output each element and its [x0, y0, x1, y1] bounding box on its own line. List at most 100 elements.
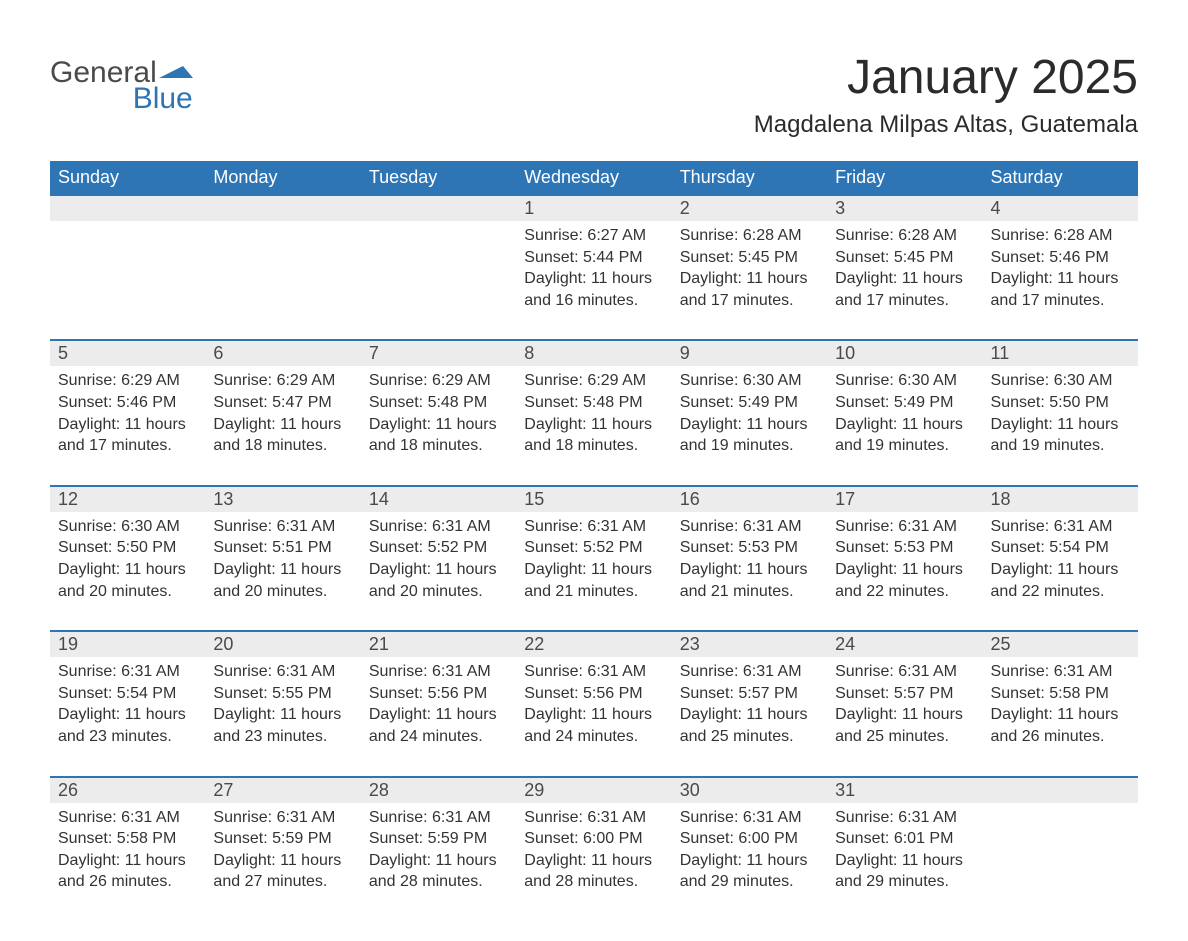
sunrise-value: 6:28 AM [898, 227, 957, 244]
daylight-hours: 11 hours [1057, 561, 1118, 578]
daylight-minutes-suffix: minutes. [111, 583, 171, 600]
day-number: 18 [991, 489, 1011, 509]
sunset-label: Sunset: [991, 685, 1045, 702]
daylight-label: Daylight: [680, 270, 742, 287]
sunrise-line: Sunrise: 6:30 AM [58, 516, 197, 538]
daylight-and: and [680, 583, 707, 600]
day-number: 21 [369, 634, 389, 654]
day-number-cell: 13 [205, 486, 360, 512]
sunrise-line: Sunrise: 6:28 AM [991, 225, 1130, 247]
daylight-hours: 11 hours [591, 416, 652, 433]
sunrise-value: 6:31 AM [432, 809, 491, 826]
daylight-label: Daylight: [835, 706, 897, 723]
day-detail-row: Sunrise: 6:31 AMSunset: 5:54 PMDaylight:… [50, 657, 1138, 776]
day-number: 26 [58, 780, 78, 800]
daylight-minutes: 22 [866, 583, 884, 600]
sunrise-label: Sunrise: [680, 227, 739, 244]
daylight-label: Daylight: [524, 852, 586, 869]
sunset-label: Sunset: [369, 685, 423, 702]
daylight-minutes: 23 [89, 728, 107, 745]
daylight-label: Daylight: [680, 706, 742, 723]
daylight-and: and [58, 583, 85, 600]
sunset-line: Sunset: 6:00 PM [524, 828, 663, 850]
weekday-header-row: Sunday Monday Tuesday Wednesday Thursday… [50, 161, 1138, 195]
sunset-label: Sunset: [991, 539, 1045, 556]
daylight-line-2: and 23 minutes. [213, 726, 352, 748]
daylight-and: and [991, 292, 1018, 309]
sunrise-line: Sunrise: 6:30 AM [835, 370, 974, 392]
daylight-line-2: and 18 minutes. [369, 435, 508, 457]
daylight-minutes: 28 [400, 873, 418, 890]
day-number: 7 [369, 343, 379, 363]
sunrise-label: Sunrise: [991, 663, 1050, 680]
day-number-cell: 17 [827, 486, 982, 512]
daylight-minutes-suffix: minutes. [111, 728, 171, 745]
sunset-value: 5:44 PM [583, 249, 643, 266]
sunrise-value: 6:31 AM [898, 809, 957, 826]
sunset-label: Sunset: [680, 685, 734, 702]
daylight-hours: 11 hours [436, 852, 497, 869]
sunset-line: Sunset: 5:49 PM [680, 392, 819, 414]
sunrise-line: Sunrise: 6:31 AM [835, 516, 974, 538]
daylight-label: Daylight: [369, 416, 431, 433]
daylight-minutes-suffix: minutes. [733, 728, 793, 745]
day-number-row: 1234 [50, 195, 1138, 221]
day-number-cell: 7 [361, 340, 516, 366]
sunrise-line: Sunrise: 6:31 AM [680, 661, 819, 683]
sunrise-label: Sunrise: [213, 663, 272, 680]
daylight-and: and [680, 873, 707, 890]
day-number-cell: 25 [983, 631, 1138, 657]
sunset-value: 5:53 PM [738, 539, 798, 556]
daylight-minutes: 21 [711, 583, 729, 600]
daylight-line-1: Daylight: 11 hours [680, 704, 819, 726]
daylight-line-2: and 29 minutes. [680, 871, 819, 893]
sunrise-label: Sunrise: [58, 372, 117, 389]
sunset-line: Sunset: 5:50 PM [991, 392, 1130, 414]
daylight-and: and [835, 583, 862, 600]
daylight-minutes-suffix: minutes. [889, 292, 949, 309]
daylight-and: and [835, 728, 862, 745]
daylight-hours: 11 hours [125, 852, 186, 869]
daylight-line-1: Daylight: 11 hours [680, 559, 819, 581]
daylight-label: Daylight: [524, 706, 586, 723]
sunset-label: Sunset: [835, 539, 889, 556]
daylight-hours: 11 hours [125, 416, 186, 433]
daylight-hours: 11 hours [902, 270, 963, 287]
sunrise-value: 6:31 AM [743, 809, 802, 826]
sunrise-value: 6:31 AM [898, 518, 957, 535]
sunrise-line: Sunrise: 6:29 AM [213, 370, 352, 392]
sunset-value: 6:00 PM [583, 830, 643, 847]
day-number: 30 [680, 780, 700, 800]
day-detail-cell: Sunrise: 6:31 AMSunset: 5:56 PMDaylight:… [361, 657, 516, 776]
daylight-hours: 11 hours [280, 706, 341, 723]
sunset-value: 5:57 PM [894, 685, 954, 702]
sunset-label: Sunset: [524, 830, 578, 847]
sunset-label: Sunset: [369, 830, 423, 847]
sunrise-value: 6:29 AM [587, 372, 646, 389]
weekday-header: Wednesday [516, 161, 671, 195]
daylight-minutes: 29 [866, 873, 884, 890]
sunrise-label: Sunrise: [991, 372, 1050, 389]
day-detail-cell: Sunrise: 6:30 AMSunset: 5:49 PMDaylight:… [827, 366, 982, 485]
daylight-line-2: and 26 minutes. [58, 871, 197, 893]
sunrise-value: 6:31 AM [587, 809, 646, 826]
sunrise-label: Sunrise: [58, 809, 117, 826]
sunset-line: Sunset: 5:52 PM [524, 537, 663, 559]
day-number: 29 [524, 780, 544, 800]
day-detail-cell: Sunrise: 6:28 AMSunset: 5:45 PMDaylight:… [827, 221, 982, 340]
sunset-label: Sunset: [835, 249, 889, 266]
sunset-line: Sunset: 5:44 PM [524, 247, 663, 269]
sunset-value: 5:50 PM [1049, 394, 1109, 411]
sunrise-line: Sunrise: 6:31 AM [680, 516, 819, 538]
daylight-hours: 11 hours [125, 706, 186, 723]
sunset-value: 5:59 PM [272, 830, 332, 847]
daylight-minutes: 22 [1022, 583, 1040, 600]
day-number: 24 [835, 634, 855, 654]
sunset-label: Sunset: [680, 249, 734, 266]
daylight-label: Daylight: [991, 561, 1053, 578]
sunrise-value: 6:31 AM [432, 518, 491, 535]
sunset-value: 5:45 PM [738, 249, 798, 266]
sunrise-label: Sunrise: [835, 227, 894, 244]
sunrise-label: Sunrise: [524, 518, 583, 535]
day-detail-cell: Sunrise: 6:29 AMSunset: 5:48 PMDaylight:… [361, 366, 516, 485]
